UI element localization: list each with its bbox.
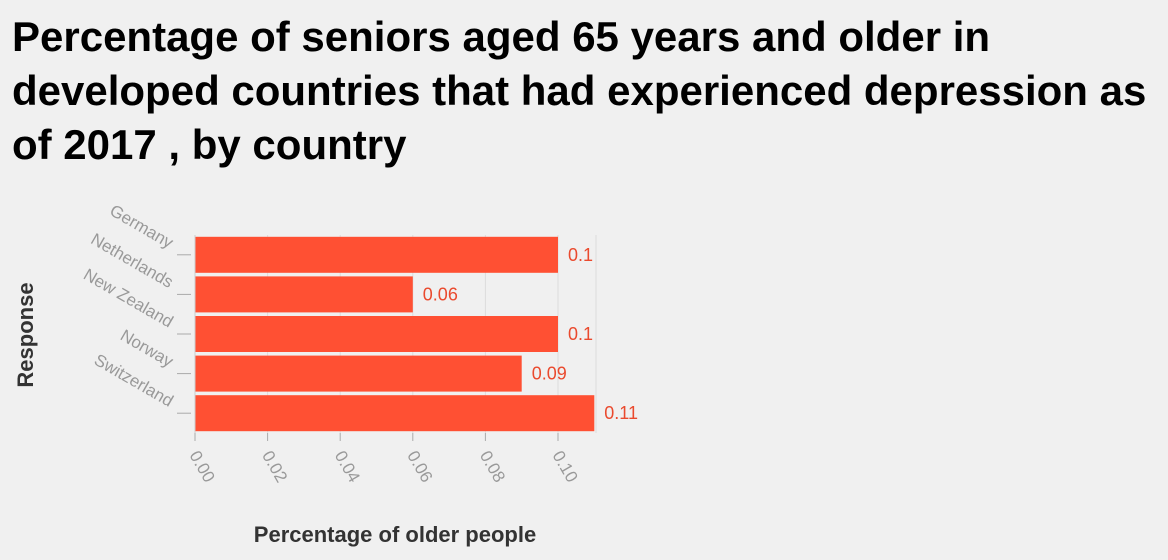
bar: [195, 236, 558, 273]
axes-group: [177, 235, 559, 441]
chart-title: Percentage of seniors aged 65 years and …: [12, 13, 1147, 168]
bars-group: [195, 236, 595, 432]
x-tick-label: 0.08: [476, 448, 509, 486]
data-label: 0.1: [568, 324, 593, 344]
x-tick-label: 0.00: [186, 448, 219, 486]
data-label: 0.06: [423, 284, 458, 304]
data-label: 0.1: [568, 245, 593, 265]
bar: [195, 276, 413, 313]
x-tick-label: 0.04: [331, 448, 364, 486]
bar: [195, 395, 595, 432]
x-axis-label: Percentage of older people: [253, 522, 537, 547]
x-tick-label: 0.06: [403, 448, 436, 486]
bar: [195, 355, 522, 392]
x-tick-label: 0.02: [258, 448, 291, 486]
data-label: 0.09: [532, 364, 567, 384]
x-tick-label: 0.10: [549, 448, 582, 486]
bar: [195, 316, 558, 352]
data-label: 0.11: [604, 403, 638, 423]
